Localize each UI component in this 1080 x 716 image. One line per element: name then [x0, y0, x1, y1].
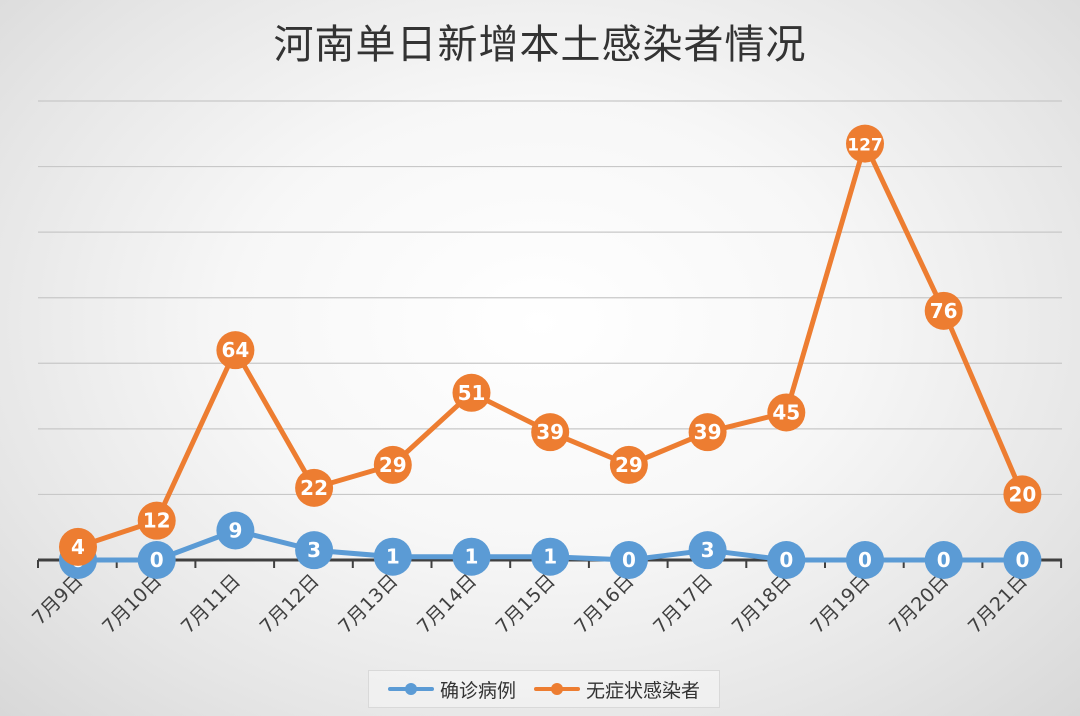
data-label: 127: [847, 136, 883, 156]
data-label: 0: [779, 548, 793, 572]
x-tick-label: 7月11日: [177, 570, 245, 638]
data-point: [295, 531, 334, 570]
data-point: [452, 537, 491, 576]
x-tick-label: 7月16日: [570, 570, 638, 638]
data-point: [216, 331, 255, 370]
legend-swatch-asymptomatic: [534, 683, 580, 695]
data-point: [137, 501, 176, 540]
data-label: 4: [71, 535, 85, 559]
data-point: [924, 541, 963, 579]
data-label: 0: [622, 548, 636, 572]
data-label: 0: [858, 548, 872, 572]
data-point: [137, 541, 176, 579]
data-point: [452, 373, 491, 412]
data-label: 1: [543, 545, 557, 569]
data-label: 45: [772, 400, 800, 424]
data-point: [531, 537, 570, 576]
data-point: [688, 413, 727, 452]
x-tick-label: 7月10日: [98, 570, 166, 638]
data-point: [609, 541, 648, 579]
data-point: [767, 541, 806, 579]
data-label: 1: [386, 545, 400, 569]
data-point: [846, 124, 884, 163]
data-point: [767, 393, 806, 432]
data-label: 12: [143, 509, 171, 533]
data-label: 64: [221, 338, 249, 362]
data-label: 3: [307, 538, 321, 562]
legend-label-asymptomatic: 无症状感染者: [586, 679, 701, 702]
data-point: [216, 511, 255, 550]
data-point: [295, 468, 334, 507]
data-label: 9: [228, 518, 242, 542]
data-point: [1003, 541, 1042, 579]
data-label: 0: [1015, 548, 1029, 572]
legend: 确诊病例 无症状感染者: [368, 670, 720, 708]
x-tick-label: 7月18日: [728, 570, 796, 638]
data-point: [373, 537, 412, 576]
x-tick-label: 7月20日: [885, 570, 953, 638]
x-tick-label: 7月13日: [334, 570, 402, 638]
data-label: 20: [1008, 482, 1036, 506]
legend-swatch-confirmed: [387, 683, 434, 695]
data-label: 76: [930, 299, 958, 323]
x-tick-label: 7月15日: [492, 570, 560, 638]
legend-label-confirmed: 确诊病例: [439, 679, 516, 702]
data-label: 0: [150, 548, 164, 572]
data-point: [1003, 475, 1042, 514]
legend-item-confirmed: 确诊病例: [387, 676, 516, 703]
data-label: 0: [937, 548, 951, 572]
data-point: [688, 531, 727, 570]
x-tick-label: 7月21日: [964, 570, 1032, 638]
data-point: [373, 445, 412, 484]
data-point: [846, 541, 884, 579]
data-label: 51: [458, 381, 486, 405]
chart-title: 河南单日新增本土感染者情况: [273, 22, 807, 68]
x-tick-label: 7月14日: [413, 570, 481, 638]
series-confirmed: 0093111030000: [59, 511, 1042, 579]
data-label: 29: [379, 453, 407, 477]
data-label: 29: [615, 453, 643, 477]
data-label: 1: [465, 545, 479, 569]
data-label: 39: [536, 420, 564, 444]
legend-item-asymptomatic: 无症状感染者: [534, 676, 700, 703]
data-label: 39: [694, 420, 722, 444]
x-tick-label: 7月12日: [256, 570, 324, 638]
data-point: [531, 413, 570, 452]
data-point: [59, 527, 97, 566]
data-point: [924, 291, 963, 330]
data-point: [609, 445, 648, 484]
data-label: 22: [300, 476, 328, 500]
x-tick-label: 7月19日: [806, 570, 874, 638]
x-tick-label: 7月17日: [649, 570, 717, 638]
data-label: 3: [701, 538, 715, 562]
